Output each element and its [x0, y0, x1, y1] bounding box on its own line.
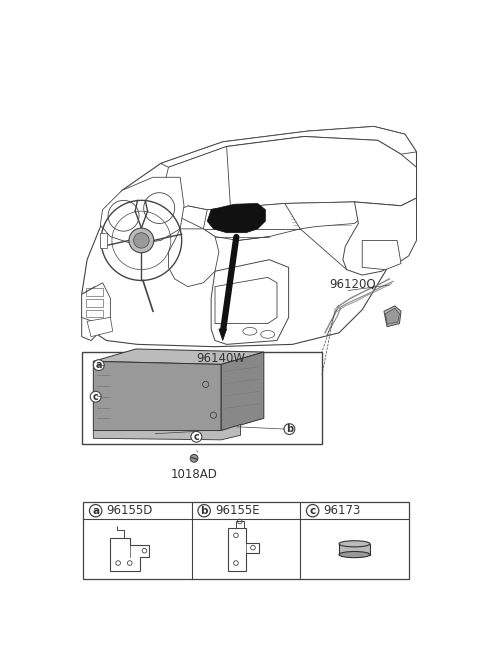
Text: b: b: [286, 424, 293, 434]
Text: c: c: [193, 432, 199, 441]
Text: 96155D: 96155D: [107, 504, 153, 517]
Polygon shape: [82, 127, 417, 346]
Text: 1018AD: 1018AD: [170, 468, 217, 481]
Circle shape: [129, 228, 154, 253]
Polygon shape: [211, 260, 288, 344]
Circle shape: [191, 432, 202, 442]
Polygon shape: [168, 229, 219, 287]
Circle shape: [93, 359, 104, 371]
Circle shape: [133, 233, 149, 248]
Polygon shape: [188, 136, 417, 210]
Ellipse shape: [339, 552, 370, 558]
Circle shape: [284, 424, 295, 434]
Polygon shape: [100, 177, 184, 244]
Text: b: b: [201, 506, 208, 516]
Polygon shape: [221, 352, 264, 430]
Text: 96173: 96173: [324, 504, 361, 517]
FancyBboxPatch shape: [82, 352, 322, 445]
Ellipse shape: [339, 541, 370, 547]
Text: 96120Q: 96120Q: [330, 277, 376, 291]
Polygon shape: [82, 287, 100, 340]
Polygon shape: [362, 240, 401, 270]
Circle shape: [210, 412, 216, 419]
Circle shape: [89, 504, 102, 517]
Polygon shape: [285, 202, 366, 229]
Text: 96140W: 96140W: [197, 352, 246, 365]
Polygon shape: [343, 198, 417, 275]
Polygon shape: [207, 203, 265, 233]
Text: 96155E: 96155E: [215, 504, 260, 517]
Circle shape: [90, 392, 101, 402]
Polygon shape: [152, 146, 230, 237]
Polygon shape: [110, 538, 149, 571]
Polygon shape: [99, 233, 107, 248]
Circle shape: [190, 455, 198, 462]
Text: c: c: [93, 392, 98, 401]
Polygon shape: [87, 318, 113, 337]
Text: a: a: [96, 360, 102, 370]
Circle shape: [306, 504, 319, 517]
Text: a: a: [92, 506, 99, 516]
Polygon shape: [93, 349, 264, 364]
Polygon shape: [228, 527, 259, 571]
Circle shape: [198, 504, 210, 517]
Polygon shape: [204, 203, 316, 240]
Polygon shape: [161, 127, 417, 167]
Text: c: c: [310, 506, 316, 516]
Polygon shape: [93, 361, 221, 430]
FancyBboxPatch shape: [83, 502, 409, 579]
Polygon shape: [385, 308, 399, 324]
Polygon shape: [82, 283, 110, 323]
Polygon shape: [93, 424, 240, 440]
Circle shape: [203, 381, 209, 388]
Polygon shape: [215, 277, 277, 323]
Polygon shape: [384, 306, 401, 327]
FancyBboxPatch shape: [339, 544, 370, 556]
Polygon shape: [219, 329, 227, 340]
